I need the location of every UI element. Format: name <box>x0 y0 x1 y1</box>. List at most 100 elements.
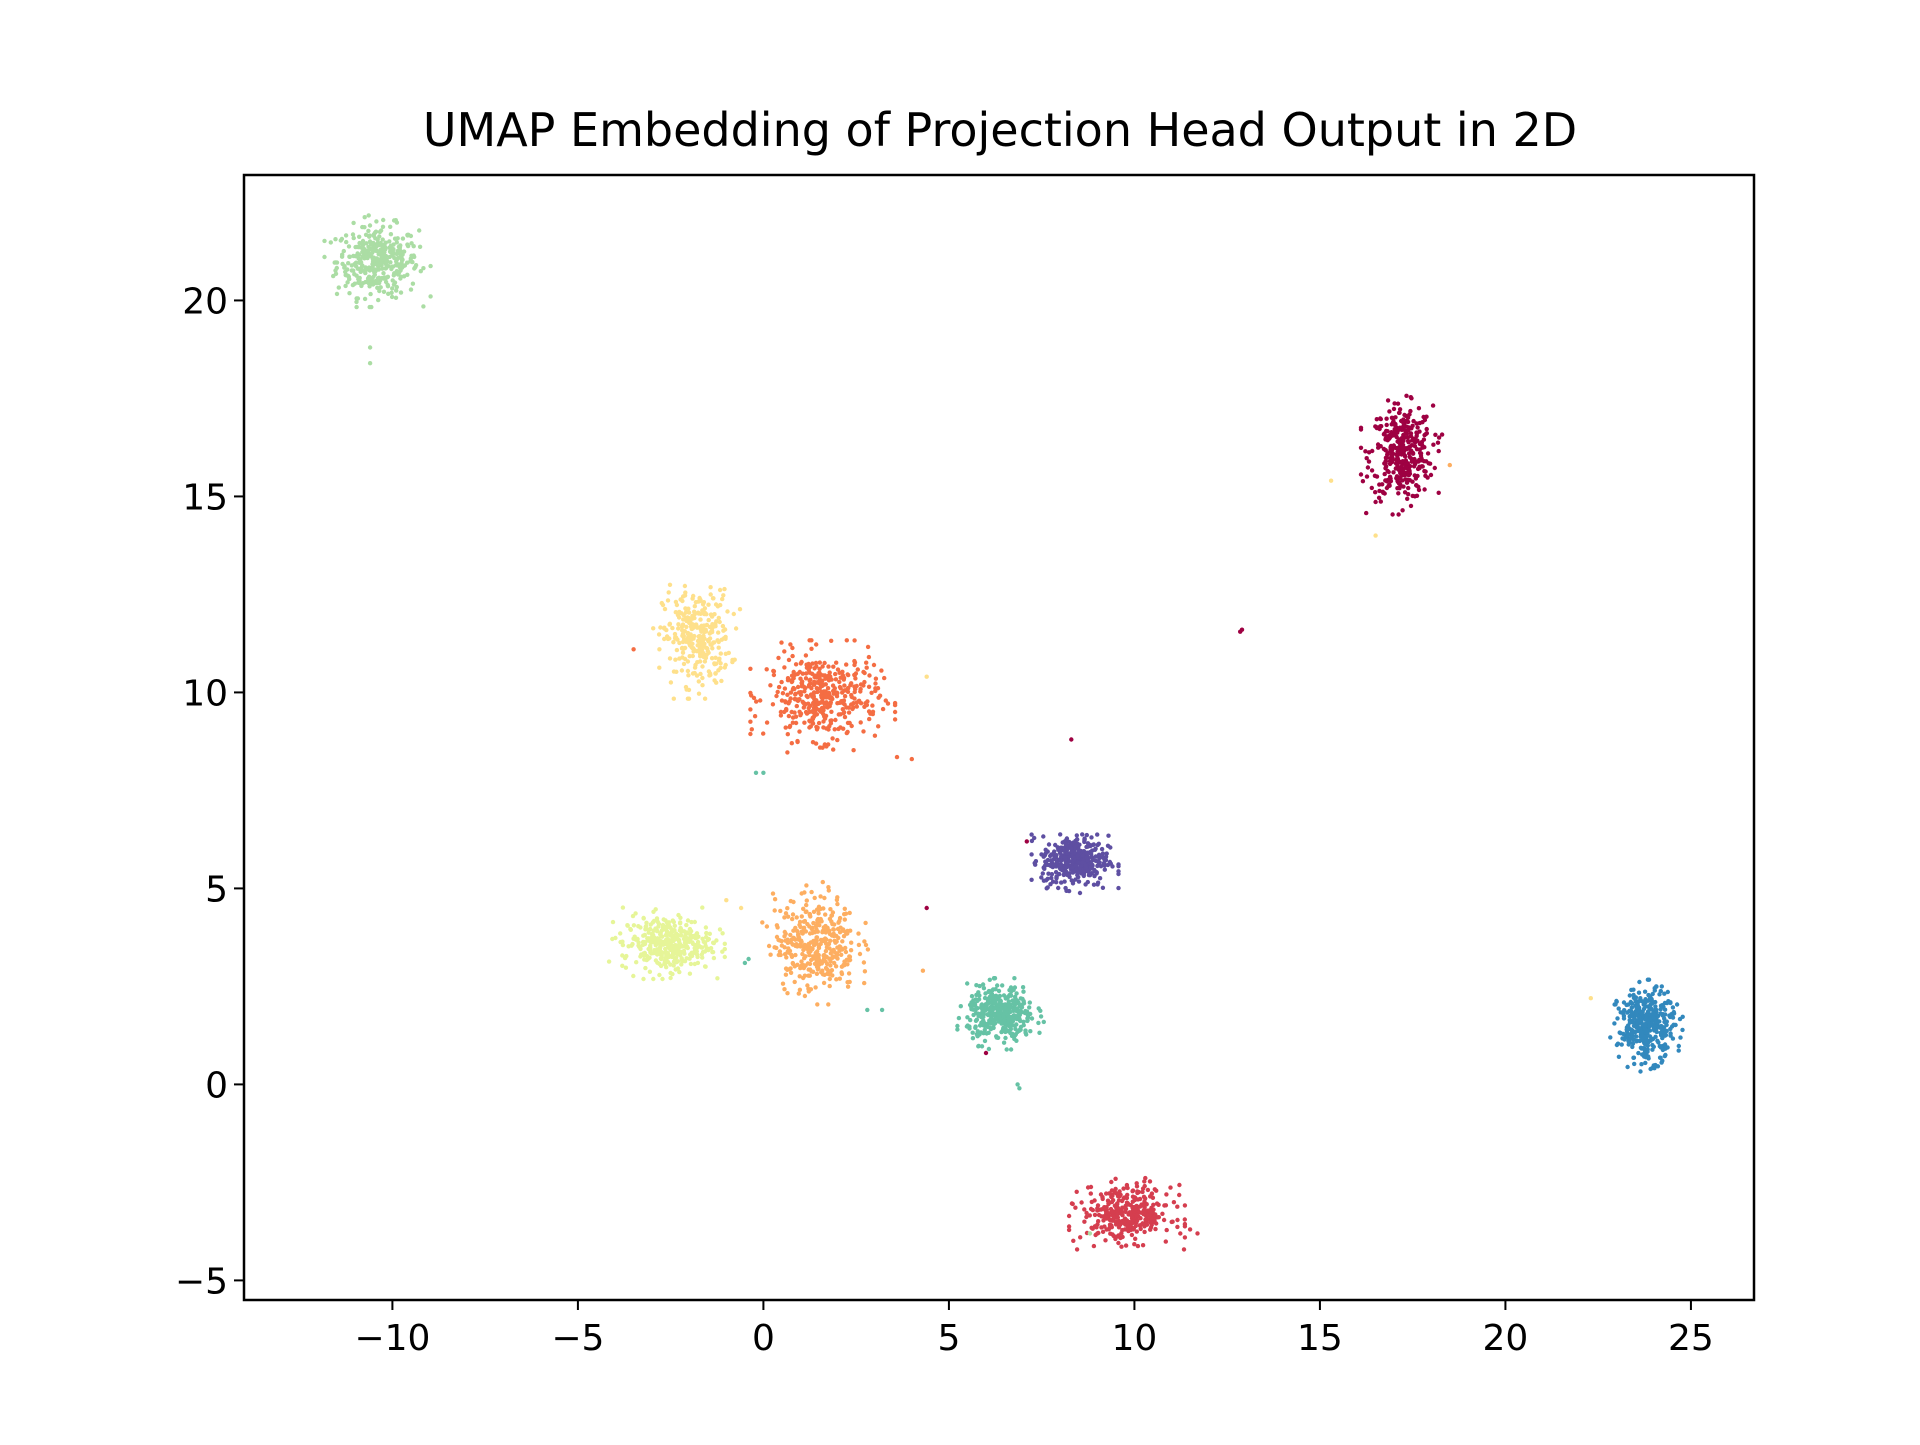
data-point <box>1358 445 1364 450</box>
data-point <box>397 264 402 269</box>
data-point <box>805 694 810 700</box>
data-point <box>695 952 700 957</box>
data-point <box>1135 1197 1141 1202</box>
data-point <box>1147 1213 1152 1219</box>
data-point <box>1646 998 1651 1003</box>
data-point <box>1639 1062 1644 1067</box>
data-point <box>800 962 805 968</box>
data-point <box>606 959 612 964</box>
data-point <box>1121 1186 1126 1191</box>
data-point <box>696 679 701 684</box>
data-point <box>1369 468 1375 473</box>
data-point <box>1360 479 1366 484</box>
data-point <box>845 984 851 989</box>
data-point <box>1406 445 1411 450</box>
data-point <box>748 666 753 671</box>
data-point <box>1055 845 1060 850</box>
data-point <box>686 673 691 678</box>
data-point <box>861 729 866 734</box>
y-axis: −5 0 5 10 15 20 <box>175 281 244 1302</box>
points-layer <box>322 213 1685 1252</box>
data-point <box>679 933 684 938</box>
data-point <box>665 598 671 603</box>
data-point <box>715 638 720 643</box>
data-point <box>346 273 351 279</box>
data-point <box>1405 415 1411 420</box>
data-point <box>376 262 381 268</box>
data-point <box>827 983 832 989</box>
data-point <box>1420 420 1425 425</box>
data-point <box>1617 1030 1622 1035</box>
data-point <box>1385 452 1390 457</box>
data-point <box>710 646 715 651</box>
data-point <box>343 233 349 238</box>
data-point <box>1032 835 1037 841</box>
data-point <box>955 1027 960 1032</box>
data-point <box>364 241 369 246</box>
data-point <box>1424 426 1429 432</box>
data-point <box>748 707 753 712</box>
data-point <box>831 688 836 694</box>
data-point <box>1616 1054 1622 1060</box>
data-point <box>749 727 754 732</box>
data-point <box>1380 482 1385 487</box>
data-point <box>776 937 781 943</box>
data-point <box>375 237 380 242</box>
data-point <box>883 698 888 703</box>
data-point <box>733 626 739 631</box>
data-point <box>1003 996 1008 1001</box>
data-point <box>1043 878 1049 883</box>
data-point <box>1358 425 1364 430</box>
data-point <box>722 627 728 632</box>
data-point <box>1050 879 1056 884</box>
data-point <box>955 1023 960 1029</box>
data-point <box>814 971 820 976</box>
data-point <box>838 675 843 680</box>
data-point <box>1670 1036 1676 1041</box>
data-point <box>1003 1035 1008 1041</box>
data-point <box>793 692 798 697</box>
data-point <box>802 973 808 978</box>
data-point <box>375 285 380 290</box>
data-point <box>1108 861 1114 866</box>
data-point <box>1363 449 1368 454</box>
data-point <box>790 679 795 684</box>
data-point <box>817 666 822 672</box>
data-point <box>833 677 839 682</box>
data-point <box>1040 871 1046 876</box>
data-point <box>1391 443 1397 448</box>
data-point <box>981 986 987 991</box>
data-point <box>1396 445 1402 450</box>
data-point <box>1129 1232 1135 1238</box>
data-point <box>1608 1035 1613 1040</box>
data-point <box>758 698 763 703</box>
data-point <box>1378 416 1384 422</box>
data-point <box>819 689 824 695</box>
data-point <box>713 655 718 660</box>
data-point <box>1378 499 1384 504</box>
data-point <box>1094 870 1100 875</box>
data-point <box>1390 512 1395 517</box>
data-point <box>1646 1054 1651 1059</box>
data-point <box>1395 486 1400 491</box>
data-point <box>677 951 682 956</box>
data-point <box>1660 1058 1665 1064</box>
data-point <box>721 636 727 641</box>
outlier-point <box>924 905 929 911</box>
data-point <box>862 980 867 986</box>
data-point <box>1401 484 1406 489</box>
data-point <box>1650 991 1655 997</box>
data-point <box>696 648 701 653</box>
data-point <box>844 705 849 710</box>
data-point <box>865 947 871 952</box>
data-point <box>1046 842 1052 847</box>
data-point <box>782 987 787 992</box>
data-point <box>863 942 869 948</box>
data-point <box>694 931 700 936</box>
data-point <box>700 683 705 688</box>
data-point <box>651 918 657 924</box>
data-point <box>976 1044 981 1049</box>
data-point <box>365 255 370 261</box>
data-point <box>1163 1239 1169 1244</box>
